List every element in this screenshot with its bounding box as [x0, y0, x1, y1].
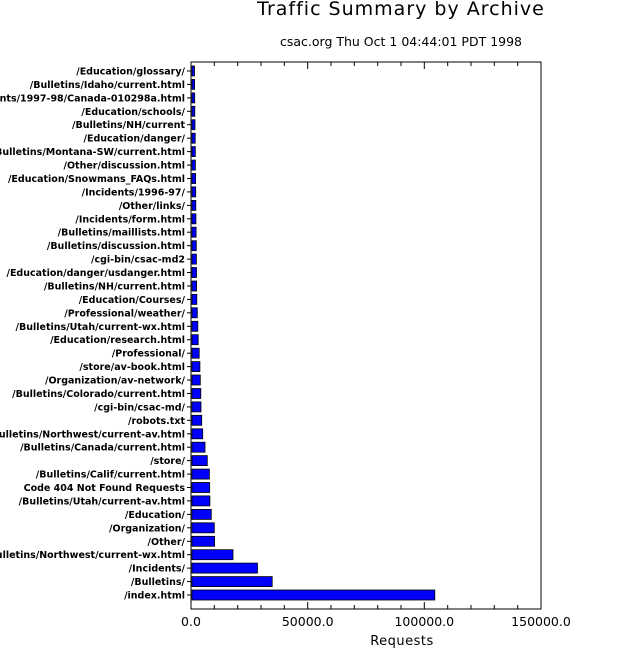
category-label: /Incidents/1997-98/Canada-010298a.html: [0, 93, 185, 104]
category-label: /store/: [150, 456, 185, 467]
category-label: /Other/discussion.html: [64, 161, 185, 172]
category-label: /Bulletins/Utah/current-av.html: [19, 496, 185, 507]
bar: [191, 92, 196, 104]
category-label: Code 404 Not Found Requests: [24, 483, 186, 494]
bar: [191, 267, 197, 278]
bar: [191, 65, 195, 77]
category-label: /Bulletins/Canada/current.html: [20, 443, 185, 454]
bar: [191, 535, 216, 547]
bar: [191, 105, 196, 117]
category-label: /Organization/: [109, 523, 185, 534]
bar: [191, 576, 273, 587]
category-label: /Education/danger/: [84, 134, 186, 145]
bar: [191, 146, 196, 158]
category-label: /Education/danger/usdanger.html: [6, 268, 185, 279]
x-tick-label: 150000.0: [511, 614, 571, 629]
bar: [191, 428, 204, 440]
bar: [191, 280, 197, 292]
bar: [191, 226, 197, 238]
category-label: /Education/research.html: [50, 335, 185, 346]
bar: [191, 549, 234, 561]
bar: [191, 159, 196, 171]
bar: [191, 334, 199, 346]
category-label: /robots.txt: [128, 416, 185, 427]
bar: [191, 455, 208, 467]
bar: [191, 253, 197, 265]
category-label: /Other/links/: [119, 201, 186, 212]
bar: [191, 508, 212, 520]
category-label: /Bulletins/Montana-SW/current.html: [0, 147, 185, 158]
category-label: /Bulletins/NH/current.html: [44, 282, 185, 293]
bar: [191, 199, 197, 211]
category-label: /Incidents/1996-97/: [82, 187, 186, 198]
category-label: /Education/schools/: [81, 107, 185, 118]
category-label: /cgi-bin/csac-md/: [94, 402, 185, 413]
category-label: /Bulletins/Utah/current-wx.html: [16, 322, 185, 333]
category-label: /cgi-bin/csac-md2: [91, 255, 185, 266]
bar: [191, 374, 201, 386]
plot-frame: [190, 61, 542, 610]
bar: [191, 307, 198, 319]
bar: [191, 132, 196, 144]
bar: [191, 361, 201, 373]
chart-subtitle: csac.org Thu Oct 1 04:44:01 PDT 1998: [280, 34, 522, 49]
bars-group: [191, 65, 436, 601]
bar: [191, 589, 436, 601]
category-label: /index.html: [124, 591, 185, 602]
x-tick-label: 50000.0: [282, 614, 334, 629]
bar: [191, 347, 200, 359]
category-label: /Bulletins/Colorado/current.html: [12, 389, 185, 400]
chart-title: Traffic Summary by Archive: [256, 0, 545, 20]
bar: [191, 293, 198, 305]
category-label: /Bulletins/maillists.html: [58, 228, 185, 239]
bar: [191, 468, 210, 480]
x-axis-ticks: 0.0 50000.0 100000.0 150000.0: [181, 62, 571, 629]
category-label: /Incidents/: [129, 564, 186, 575]
bar: [191, 240, 197, 252]
bar: [191, 186, 197, 198]
bar: [191, 482, 211, 493]
category-label: /Professional/weather/: [64, 308, 185, 319]
category-label: /Other/: [148, 537, 186, 548]
category-label: /Professional/: [112, 349, 186, 360]
bar: [191, 414, 203, 426]
bar: [191, 320, 199, 332]
bar: [191, 213, 197, 225]
bar: [191, 173, 196, 184]
category-label: /Bulletins/Northwest/current-wx.html: [0, 550, 185, 561]
category-label: /Education/Courses/: [79, 295, 186, 306]
category-label: /Bulletins/NH/current: [72, 120, 185, 131]
bar: [191, 522, 215, 534]
x-tick-label: 0.0: [181, 614, 201, 629]
bar: [191, 495, 211, 507]
category-label: /store/av-book.html: [79, 362, 185, 373]
category-label: /Education/Snowmans_FAQs.html: [8, 174, 185, 185]
bar: [191, 562, 258, 574]
bar: [191, 441, 206, 453]
x-tick-label: 100000.0: [394, 614, 454, 629]
bar: [191, 401, 202, 413]
category-label: /Bulletins/: [131, 577, 186, 588]
category-labels: /Education/glossary/ /Bulletins/Idaho/cur…: [0, 67, 191, 602]
category-label: /Education/: [125, 510, 186, 521]
category-label: /Organization/av-network/: [45, 376, 186, 387]
bar: [191, 388, 202, 399]
category-label: /Education/glossary/: [76, 67, 185, 78]
bar: [191, 119, 196, 131]
bar: [191, 79, 195, 90]
category-label: /Incidents/form.html: [75, 214, 185, 225]
category-label: /Bulletins/Idaho/current.html: [30, 80, 185, 91]
category-label: /Bulletins/Calif/current.html: [36, 470, 185, 481]
category-label: /Bulletins/discussion.html: [47, 241, 185, 252]
x-axis-label: Requests: [370, 634, 434, 649]
category-label: /Bulletins/Northwest/current-av.html: [0, 429, 185, 440]
